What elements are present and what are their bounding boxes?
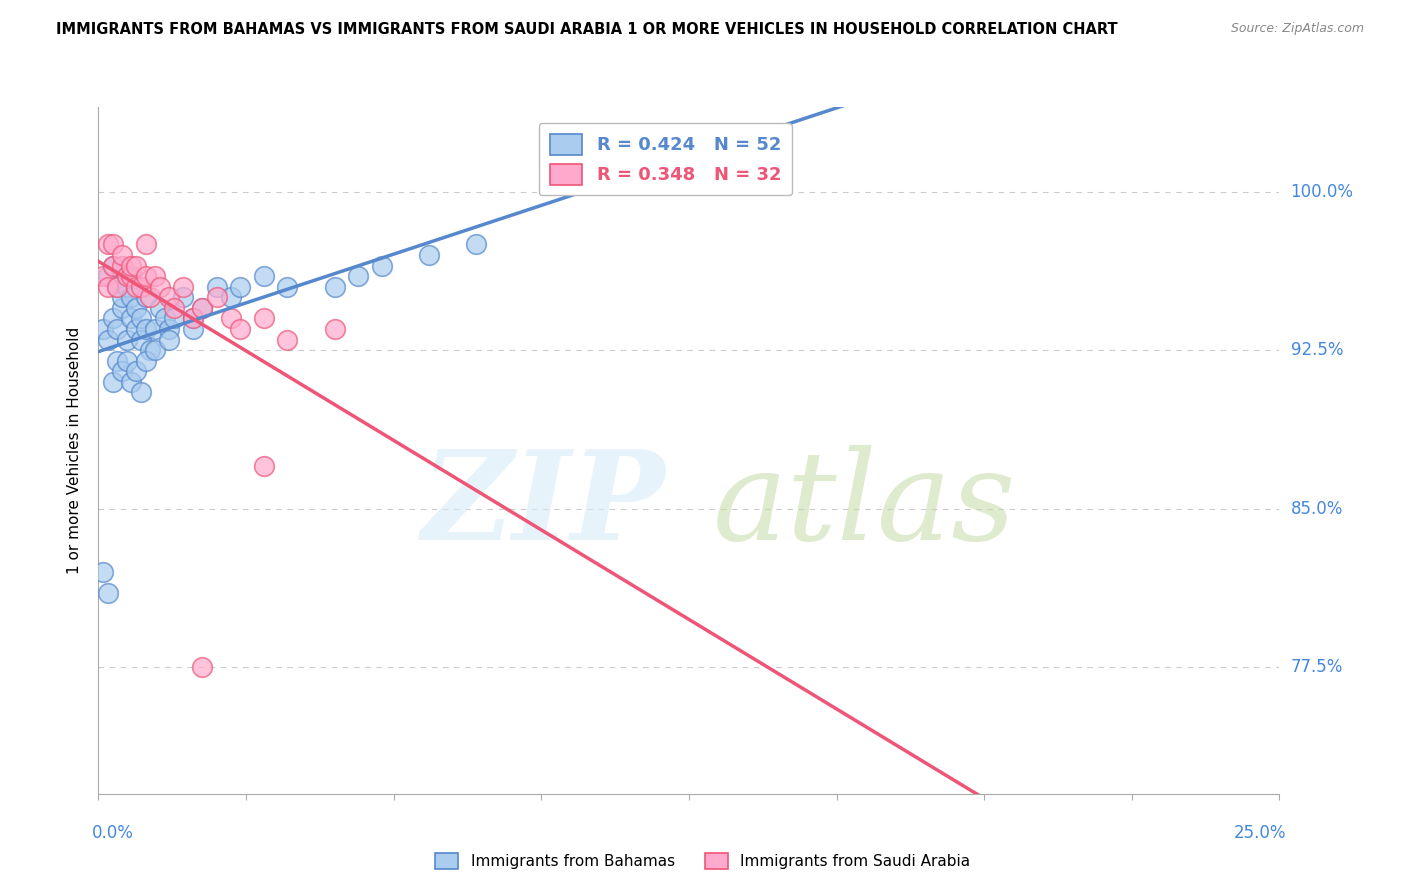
Point	[129, 279, 152, 293]
Point	[101, 259, 124, 273]
Text: ZIP: ZIP	[422, 444, 665, 566]
Point	[97, 279, 120, 293]
Point	[139, 343, 162, 357]
Point	[135, 322, 157, 336]
Point	[135, 290, 157, 304]
Text: 92.5%: 92.5%	[1291, 341, 1343, 359]
Point	[105, 353, 128, 368]
Point	[323, 279, 346, 293]
Point	[111, 259, 134, 273]
Text: 85.0%: 85.0%	[1291, 500, 1343, 517]
Point	[181, 322, 204, 336]
Point	[115, 279, 138, 293]
Point	[125, 364, 148, 378]
Point	[115, 333, 138, 347]
Point	[121, 269, 143, 284]
Point	[229, 279, 252, 293]
Point	[111, 364, 134, 378]
Point	[125, 322, 148, 336]
Point	[371, 259, 394, 273]
Point	[149, 301, 172, 315]
Point	[149, 279, 172, 293]
Point	[347, 269, 370, 284]
Text: 77.5%: 77.5%	[1291, 658, 1343, 676]
Point	[105, 279, 128, 293]
Legend: R = 0.424   N = 52, R = 0.348   N = 32: R = 0.424 N = 52, R = 0.348 N = 32	[538, 123, 792, 195]
Point	[91, 269, 114, 284]
Point	[129, 311, 152, 326]
Point	[163, 311, 186, 326]
Point	[105, 322, 128, 336]
Point	[101, 375, 124, 389]
Point	[276, 279, 298, 293]
Point	[101, 237, 124, 252]
Point	[129, 333, 152, 347]
Point	[97, 269, 120, 284]
Point	[125, 301, 148, 315]
Point	[129, 385, 152, 400]
Text: 100.0%: 100.0%	[1291, 183, 1354, 201]
Point	[111, 290, 134, 304]
Point	[157, 290, 180, 304]
Point	[135, 269, 157, 284]
Point	[139, 290, 162, 304]
Point	[143, 343, 166, 357]
Point	[121, 259, 143, 273]
Point	[135, 237, 157, 252]
Y-axis label: 1 or more Vehicles in Household: 1 or more Vehicles in Household	[67, 326, 83, 574]
Point	[115, 269, 138, 284]
Text: 25.0%: 25.0%	[1234, 824, 1286, 842]
Point	[101, 259, 124, 273]
Point	[181, 311, 204, 326]
Point	[157, 322, 180, 336]
Point	[323, 322, 346, 336]
Point	[181, 311, 204, 326]
Point	[115, 269, 138, 284]
Point	[191, 301, 214, 315]
Point	[191, 660, 214, 674]
Point	[172, 290, 194, 304]
Point	[91, 565, 114, 579]
Point	[219, 311, 242, 326]
Point	[465, 237, 488, 252]
Point	[205, 290, 228, 304]
Point	[172, 279, 194, 293]
Point	[105, 279, 128, 293]
Point	[111, 301, 134, 315]
Point	[97, 237, 120, 252]
Point	[115, 353, 138, 368]
Point	[97, 586, 120, 600]
Point	[111, 248, 134, 262]
Point	[191, 301, 214, 315]
Point	[229, 322, 252, 336]
Text: Source: ZipAtlas.com: Source: ZipAtlas.com	[1230, 22, 1364, 36]
Point	[97, 333, 120, 347]
Point	[121, 290, 143, 304]
Point	[143, 322, 166, 336]
Point	[101, 311, 124, 326]
Point	[219, 290, 242, 304]
Point	[135, 353, 157, 368]
Point	[125, 279, 148, 293]
Point	[253, 269, 276, 284]
Point	[253, 459, 276, 474]
Point	[121, 311, 143, 326]
Legend: Immigrants from Bahamas, Immigrants from Saudi Arabia: Immigrants from Bahamas, Immigrants from…	[429, 847, 977, 875]
Point	[157, 333, 180, 347]
Text: 0.0%: 0.0%	[91, 824, 134, 842]
Point	[205, 279, 228, 293]
Point	[125, 259, 148, 273]
Point	[253, 311, 276, 326]
Point	[163, 301, 186, 315]
Point	[276, 333, 298, 347]
Point	[91, 322, 114, 336]
Text: atlas: atlas	[713, 444, 1017, 566]
Point	[153, 311, 176, 326]
Point	[121, 375, 143, 389]
Point	[143, 269, 166, 284]
Point	[418, 248, 440, 262]
Text: IMMIGRANTS FROM BAHAMAS VS IMMIGRANTS FROM SAUDI ARABIA 1 OR MORE VEHICLES IN HO: IMMIGRANTS FROM BAHAMAS VS IMMIGRANTS FR…	[56, 22, 1118, 37]
